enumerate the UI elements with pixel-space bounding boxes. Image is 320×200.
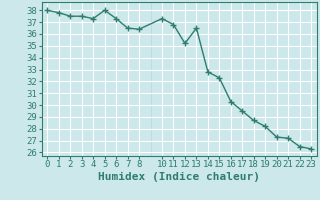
X-axis label: Humidex (Indice chaleur): Humidex (Indice chaleur) [98, 172, 260, 182]
